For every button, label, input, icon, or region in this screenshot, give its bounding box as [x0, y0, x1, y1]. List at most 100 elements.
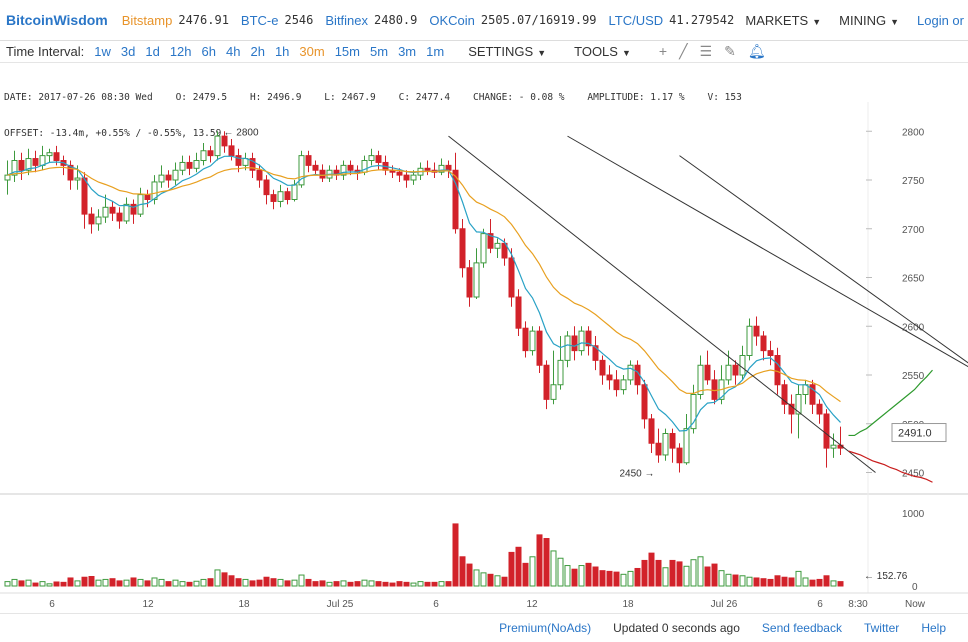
candle-body [530, 331, 535, 351]
volume-bar [131, 578, 136, 586]
interval-1h[interactable]: 1h [275, 44, 289, 59]
candle-body [82, 178, 87, 214]
volume-bar [117, 581, 122, 586]
candle-body [5, 175, 10, 180]
volume-bar [733, 575, 738, 586]
ticker-name: Bitfinex [325, 13, 368, 28]
candle-body [684, 429, 689, 463]
volume-bar [306, 579, 311, 586]
volume-bar [810, 580, 815, 586]
volume-bar [397, 582, 402, 586]
ema-slow-line [8, 167, 841, 401]
ticker-name: LTC/USD [609, 13, 664, 28]
settings-menu[interactable]: SETTINGS▼ [468, 44, 546, 59]
candle-body [551, 385, 556, 400]
volume-bar [803, 578, 808, 586]
interval-12h[interactable]: 12h [170, 44, 192, 59]
tools-menu[interactable]: TOOLS▼ [574, 44, 631, 59]
volume-bar [754, 578, 759, 586]
top-right-nav: MARKETS▼ MINING▼ Login or [745, 0, 964, 40]
interval-6h[interactable]: 6h [202, 44, 216, 59]
volume-bar [747, 577, 752, 586]
pen-icon[interactable]: ✎ [724, 43, 736, 60]
candle-body [110, 207, 115, 213]
interval-4h[interactable]: 4h [226, 44, 240, 59]
volume-bar [61, 582, 66, 586]
candle-body [313, 165, 318, 170]
candle-body [47, 153, 52, 156]
interval-1d[interactable]: 1d [145, 44, 159, 59]
line-draw-icon[interactable]: ╱ [679, 43, 687, 60]
interval-15m[interactable]: 15m [335, 44, 360, 59]
volume-bar [201, 579, 206, 586]
interval-30m[interactable]: 30m [299, 44, 324, 59]
ticker-value: 2480.9 [374, 13, 417, 27]
candle-body [264, 180, 269, 195]
candle-body [460, 229, 465, 268]
candle-body [467, 268, 472, 297]
volume-bar [677, 562, 682, 586]
candle-body [600, 360, 605, 375]
candle-body [691, 395, 696, 429]
candle-body [292, 185, 297, 200]
volume-bar [89, 577, 94, 586]
help-link[interactable]: Help [921, 621, 946, 635]
volume-bar [19, 581, 24, 586]
candle-body [740, 356, 745, 376]
twitter-link[interactable]: Twitter [864, 621, 899, 635]
ticker-2[interactable]: Bitfinex 2480.9 [325, 13, 417, 28]
volume-bar [222, 573, 227, 586]
trend-line [449, 136, 876, 472]
price-chart[interactable]: 2450250025502600265027002750280010000← 2… [0, 62, 968, 612]
interval-1w[interactable]: 1w [94, 44, 111, 59]
volume-bar [705, 567, 710, 586]
candle-body [369, 156, 374, 161]
volume-bar [411, 583, 416, 586]
volume-bar [453, 524, 458, 586]
plus-icon[interactable]: + [659, 43, 667, 59]
time-interval-label: Time Interval: [6, 44, 84, 59]
volume-bar [509, 552, 514, 586]
volume-bar [831, 581, 836, 586]
x-tick-label: Jul 26 [711, 599, 738, 610]
mining-label: MINING [839, 13, 886, 28]
price-tick-label: 2650 [902, 274, 925, 285]
interval-1m[interactable]: 1m [426, 44, 444, 59]
volume-bar [775, 576, 780, 586]
login-link[interactable]: Login or [917, 13, 964, 28]
volume-bar [299, 575, 304, 586]
interval-2h[interactable]: 2h [250, 44, 264, 59]
candle-body [705, 365, 710, 380]
candle-body [75, 178, 80, 180]
premium-link[interactable]: Premium(NoAds) [499, 621, 591, 635]
volume-bar [173, 580, 178, 586]
interval-3m[interactable]: 3m [398, 44, 416, 59]
mining-menu[interactable]: MINING▼ [839, 13, 899, 28]
chart-toolbar: Time Interval: 1w 3d 1d 12h 6h 4h 2h 1h 30m 15m 5m… [0, 40, 968, 63]
volume-bar [334, 582, 339, 586]
update-status: Updated 0 seconds ago [613, 621, 740, 635]
volume-bar [264, 577, 269, 586]
candle-body [628, 365, 633, 380]
candle-body [726, 365, 731, 380]
volume-bar [271, 579, 276, 586]
volume-bar [390, 583, 395, 586]
hlines-icon[interactable]: ☰ [700, 43, 713, 60]
volume-bar [537, 535, 542, 586]
bell-icon[interactable]: 🔔︎ [748, 43, 766, 60]
interval-5m[interactable]: 5m [370, 44, 388, 59]
feedback-link[interactable]: Send feedback [762, 621, 842, 635]
volume-bar [446, 582, 451, 586]
volume-bar [691, 560, 696, 586]
site-logo[interactable]: BitcoinWisdom [6, 12, 108, 28]
candle-body [614, 380, 619, 390]
x-tick-label: 12 [142, 599, 154, 610]
interval-3d[interactable]: 3d [121, 44, 135, 59]
volume-bar [628, 571, 633, 586]
markets-menu[interactable]: MARKETS▼ [745, 13, 821, 28]
